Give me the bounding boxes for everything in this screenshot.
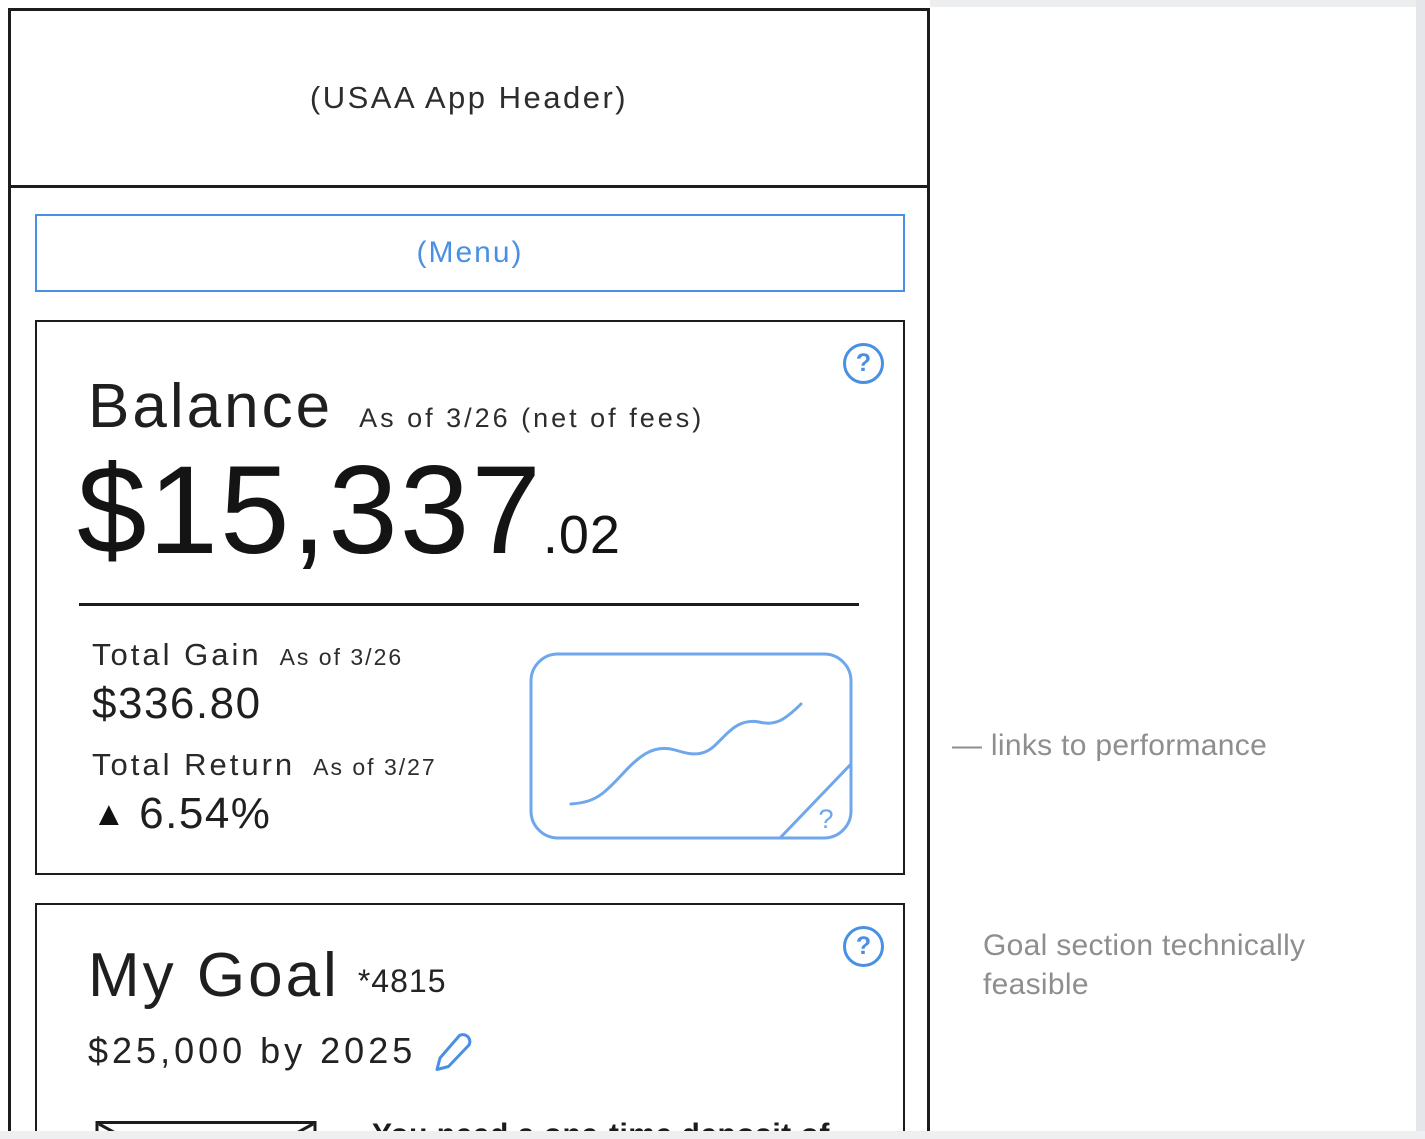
goal-title: My Goal — [88, 941, 340, 1010]
annotation-goal-line1: Goal section technically — [983, 929, 1306, 962]
total-gain-as-of-date: As of 3/26 — [279, 644, 404, 670]
balance-help-button[interactable]: ? — [843, 343, 884, 384]
goal-card: ? My Goal *4815 $25,000 by 2025 — [35, 903, 905, 1139]
goal-target-row: $25,000 by 2025 — [88, 1029, 472, 1073]
app-header-title: (USAA App Header) — [309, 80, 629, 115]
balance-title: Balance — [88, 372, 334, 441]
balance-amount: $15,337 .02 — [77, 448, 621, 573]
canvas-edge-right — [1416, 0, 1425, 1139]
goal-account-number: *4815 — [357, 963, 447, 999]
canvas-edge-top — [930, 0, 1425, 7]
question-mark-icon: ? — [855, 932, 872, 960]
chart-border — [529, 652, 853, 840]
total-return-label: Total Return — [92, 747, 296, 782]
total-gain-value: $336.80 — [92, 679, 262, 728]
balance-card: ? Balance As of 3/26 (net of fees) $15,3… — [35, 320, 905, 875]
pencil-icon — [435, 1033, 472, 1071]
performance-chart-thumbnail[interactable]: ? — [529, 652, 853, 840]
app-header: (USAA App Header) — [11, 11, 927, 188]
envelope-icon — [95, 1119, 317, 1139]
total-return-value-row: ▲ 6.54% — [92, 792, 271, 836]
annotation-goal-line2: feasible — [983, 968, 1089, 1001]
up-arrow-icon: ▲ — [92, 795, 128, 833]
menu-label: (Menu) — [416, 236, 524, 269]
menu-button[interactable]: (Menu) — [35, 214, 905, 292]
question-mark-icon: ? — [855, 349, 872, 377]
app-wireframe: (USAA App Header) (Menu) ? Balance As of… — [8, 8, 930, 1139]
total-return-row: Total Return As of 3/27 — [92, 747, 437, 783]
total-return-as-of-date: As of 3/27 — [313, 754, 437, 780]
total-gain-row: Total Gain As of 3/26 — [92, 637, 403, 673]
page-fold-line — [778, 762, 853, 840]
annotation-goal-feasible: Goal section technically feasible — [983, 926, 1305, 1004]
canvas-edge-bottom — [0, 1131, 1425, 1139]
balance-amount-dollars: $15,337 — [77, 441, 543, 580]
sparkline-line — [569, 702, 803, 806]
goal-help-button[interactable]: ? — [843, 926, 884, 967]
total-return-value: 6.54% — [139, 789, 272, 838]
annotation-performance-link: — links to performance — [952, 729, 1268, 762]
goal-target-text: $25,000 by 2025 — [88, 1030, 417, 1071]
balance-title-row: Balance As of 3/26 (net of fees) — [88, 376, 704, 438]
goal-title-row: My Goal *4815 — [88, 945, 446, 1007]
chart-help-icon: ? — [818, 804, 833, 834]
total-gain-label: Total Gain — [92, 637, 262, 672]
edit-goal-button[interactable] — [432, 1029, 472, 1073]
divider — [79, 603, 859, 606]
balance-amount-cents: .02 — [542, 505, 621, 565]
balance-as-of-date: As of 3/26 (net of fees) — [359, 403, 705, 433]
sparkline-sketch-svg: ? — [529, 652, 853, 840]
